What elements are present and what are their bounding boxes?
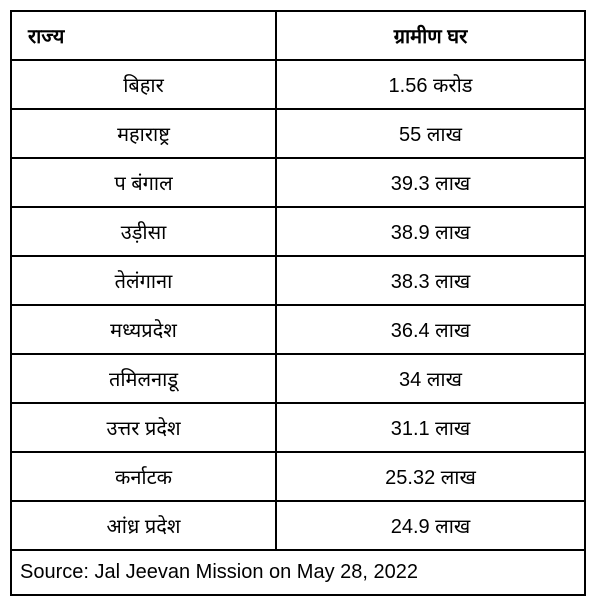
- table-body: बिहार 1.56 करोड महाराष्ट्र 55 लाख प बंगा…: [11, 60, 585, 595]
- cell-value: 24.9 लाख: [276, 501, 585, 550]
- cell-state: आंध्र प्रदेश: [11, 501, 276, 550]
- cell-value: 55 लाख: [276, 109, 585, 158]
- cell-state: उत्तर प्रदेश: [11, 403, 276, 452]
- cell-value: 1.56 करोड: [276, 60, 585, 109]
- cell-state: तेलंगाना: [11, 256, 276, 305]
- cell-value: 36.4 लाख: [276, 305, 585, 354]
- data-table: राज्य ग्रामीण घर बिहार 1.56 करोड महाराष्…: [10, 10, 586, 596]
- cell-value: 38.3 लाख: [276, 256, 585, 305]
- table-source-row: Source: Jal Jeevan Mission on May 28, 20…: [11, 550, 585, 595]
- cell-value: 25.32 लाख: [276, 452, 585, 501]
- table-row: मध्यप्रदेश 36.4 लाख: [11, 305, 585, 354]
- column-header-state: राज्य: [11, 11, 276, 60]
- table-header-row: राज्य ग्रामीण घर: [11, 11, 585, 60]
- cell-value: 31.1 लाख: [276, 403, 585, 452]
- cell-state: बिहार: [11, 60, 276, 109]
- cell-state: उड़ीसा: [11, 207, 276, 256]
- column-header-households: ग्रामीण घर: [276, 11, 585, 60]
- table-row: उत्तर प्रदेश 31.1 लाख: [11, 403, 585, 452]
- table-row: उड़ीसा 38.9 लाख: [11, 207, 585, 256]
- cell-state: मध्यप्रदेश: [11, 305, 276, 354]
- cell-state: प बंगाल: [11, 158, 276, 207]
- table-row: प बंगाल 39.3 लाख: [11, 158, 585, 207]
- table-row: आंध्र प्रदेश 24.9 लाख: [11, 501, 585, 550]
- cell-state: तमिलनाडू: [11, 354, 276, 403]
- cell-state: कर्नाटक: [11, 452, 276, 501]
- table-row: तमिलनाडू 34 लाख: [11, 354, 585, 403]
- table-row: तेलंगाना 38.3 लाख: [11, 256, 585, 305]
- table-row: कर्नाटक 25.32 लाख: [11, 452, 585, 501]
- cell-state: महाराष्ट्र: [11, 109, 276, 158]
- cell-value: 39.3 लाख: [276, 158, 585, 207]
- cell-value: 38.9 लाख: [276, 207, 585, 256]
- source-text: Source: Jal Jeevan Mission on May 28, 20…: [11, 550, 585, 595]
- cell-value: 34 लाख: [276, 354, 585, 403]
- table-row: महाराष्ट्र 55 लाख: [11, 109, 585, 158]
- table-row: बिहार 1.56 करोड: [11, 60, 585, 109]
